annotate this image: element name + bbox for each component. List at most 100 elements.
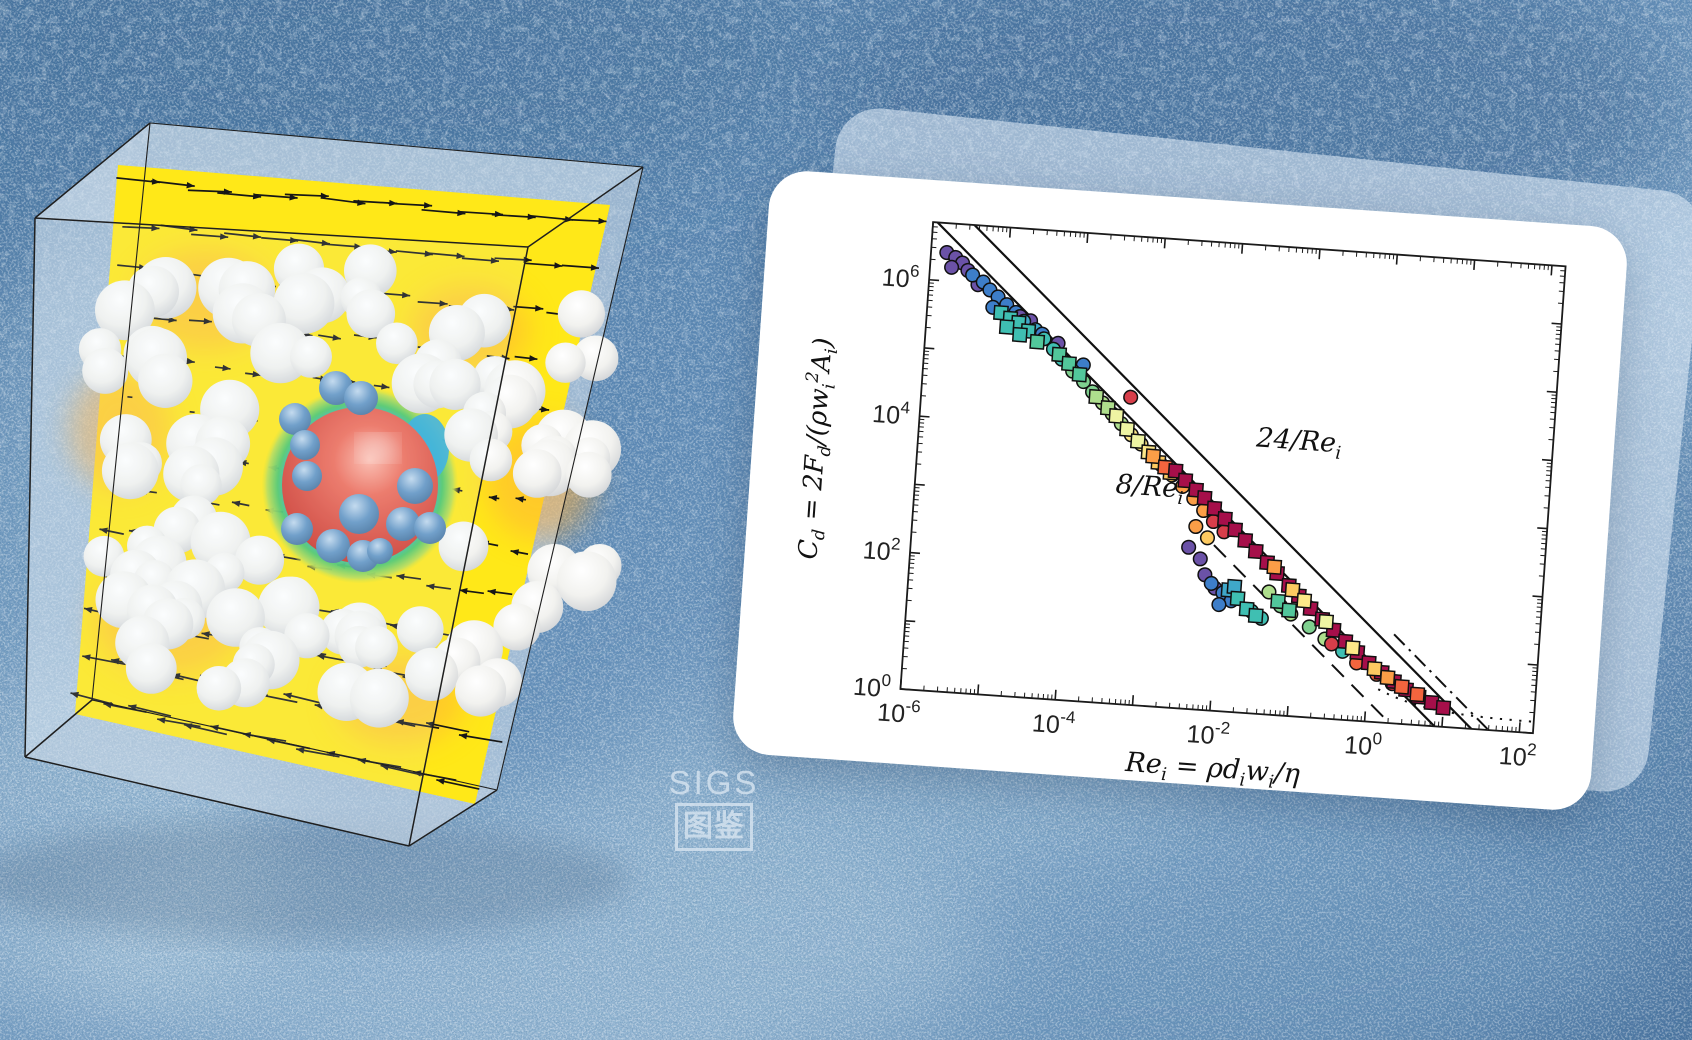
data-point [1435, 699, 1452, 716]
x-tick [1131, 695, 1135, 706]
flow-arrowhead [388, 248, 397, 255]
data-point [1247, 607, 1264, 624]
y-tick-right [1527, 663, 1538, 666]
grain-sphere [95, 280, 155, 341]
grain-sphere [512, 449, 562, 498]
box-edge [408, 789, 498, 847]
flow-arrowhead [390, 623, 399, 630]
flow-arrowhead [540, 406, 550, 413]
grain-sphere [556, 551, 617, 612]
flow-arrowhead [436, 778, 445, 785]
y-tick [909, 551, 921, 555]
grain-sphere [396, 606, 444, 653]
x-axis-label: Rei = ρdiwi/η [1123, 747, 1301, 795]
box-edge [24, 756, 410, 847]
flow-arrowhead [332, 334, 341, 341]
flow-arrowhead [219, 233, 229, 240]
flow-arrowhead [321, 239, 330, 247]
series-squares [993, 304, 1452, 716]
flow-arrowhead [439, 300, 448, 307]
flow-arrowhead [283, 692, 293, 699]
data-point [1211, 597, 1227, 613]
flow-arrowhead [554, 262, 563, 269]
grain-sphere [545, 342, 586, 383]
box-edge [24, 699, 93, 758]
x-tick-label: 10-6 [876, 694, 921, 729]
y-tick-right [1551, 322, 1562, 325]
flow-arrowhead [598, 217, 607, 225]
data-point [1088, 388, 1105, 405]
box-front-face [25, 218, 528, 846]
flow-arrowhead [590, 264, 599, 271]
flow-arrowhead [510, 549, 520, 556]
flow-arrowhead [231, 500, 241, 507]
ref-line-solid [934, 222, 1530, 734]
grain-sphere [290, 335, 332, 378]
data-point [965, 267, 981, 283]
satellite-sphere [281, 513, 313, 545]
grain-sphere [234, 535, 285, 585]
data-point [1393, 678, 1410, 695]
satellite-sphere [344, 381, 378, 415]
ref-line-dashdot [1393, 633, 1531, 734]
y-tick [919, 415, 930, 418]
box-bottom-face [25, 700, 497, 846]
data-point [1409, 686, 1426, 703]
flow-arrowhead [426, 583, 435, 590]
data-point [1266, 559, 1283, 575]
x-tick [1286, 705, 1289, 717]
data-point [1206, 500, 1223, 517]
y-axis-label: Cd = 2Fd/(ρwi2Ai) [790, 336, 843, 560]
data-point [1301, 619, 1317, 635]
data-point [1296, 592, 1313, 609]
x-tick [1363, 711, 1367, 722]
grain-sphere [180, 464, 222, 506]
box-edge [24, 217, 36, 758]
y-tick [924, 347, 935, 350]
y-tick-label: 100 [852, 669, 891, 704]
x-tick-top [1550, 265, 1553, 276]
flow-arrowhead [151, 224, 160, 232]
y-tick [914, 483, 925, 486]
data-points [939, 245, 1452, 716]
flow-arrowhead [222, 364, 231, 372]
x-tick [1209, 700, 1212, 711]
x-tick-labels: 10-6 10-4 10-2 100 102 [876, 694, 1537, 771]
data-point [998, 319, 1015, 335]
grain-sphere [469, 438, 513, 482]
satellite-sphere [386, 507, 420, 541]
satellite-sphere [367, 538, 393, 564]
box-edge [496, 166, 644, 791]
flow-arrowhead [252, 233, 262, 240]
flow-arrowhead [515, 496, 524, 503]
watermark-seal: 图鉴 [675, 803, 753, 851]
grain-sphere [376, 322, 418, 365]
data-point [1188, 518, 1204, 535]
particle-spheres [78, 243, 622, 728]
reference-lines [932, 222, 1534, 734]
box-shadow [0, 820, 630, 940]
satellite-spheres [279, 371, 446, 572]
flow-arrowhead [535, 305, 544, 312]
x-tick-top [1086, 232, 1089, 243]
x-tick-top [1008, 227, 1012, 238]
y-tick [929, 278, 940, 282]
data-point [1177, 472, 1194, 489]
x-tick [1441, 716, 1444, 727]
data-point [1247, 543, 1264, 560]
flow-tick [189, 410, 195, 414]
grain-sphere [273, 272, 335, 334]
chart-card: 10-6 10-4 10-2 100 102 100 102 104 106 Rei = ρdiw… [730, 168, 1630, 813]
x-tick-top [1395, 254, 1399, 265]
x-tick-label: 10-4 [1031, 705, 1076, 740]
box-edge [91, 699, 498, 791]
flow-arrowhead [252, 370, 261, 378]
satellite-sphere [339, 494, 379, 534]
flow-arrowhead [183, 723, 193, 730]
data-point [1281, 602, 1298, 619]
box-edge [34, 217, 529, 248]
y-tick-label: 106 [881, 260, 920, 295]
box-edge [527, 166, 644, 248]
y-tick-right [1537, 527, 1548, 530]
